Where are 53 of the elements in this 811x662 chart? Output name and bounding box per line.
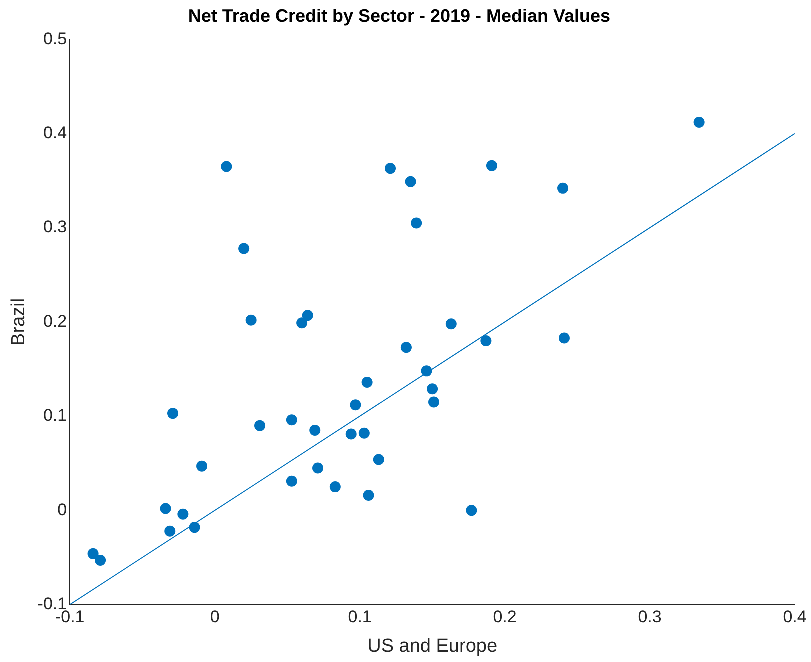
point bbox=[486, 160, 498, 172]
point bbox=[286, 414, 298, 426]
point bbox=[421, 366, 432, 377]
y-tick-label: 0.5 bbox=[43, 29, 68, 48]
x-tick-label: 0.2 bbox=[493, 608, 517, 627]
x-axis-title: US and Europe bbox=[368, 636, 498, 657]
point bbox=[312, 462, 324, 474]
y-tick-label: 0.3 bbox=[43, 218, 68, 237]
point bbox=[480, 336, 492, 347]
point bbox=[358, 428, 370, 439]
y-axis-title: Brazil bbox=[8, 298, 30, 346]
point bbox=[694, 116, 705, 128]
point bbox=[446, 318, 457, 330]
point bbox=[296, 318, 308, 329]
point bbox=[310, 425, 321, 436]
point bbox=[246, 314, 257, 326]
point bbox=[385, 163, 396, 174]
point bbox=[427, 384, 438, 395]
point bbox=[362, 376, 373, 388]
point bbox=[400, 342, 412, 354]
point bbox=[196, 460, 208, 472]
point bbox=[221, 161, 232, 172]
point bbox=[558, 332, 570, 344]
y-tick-label: 0.2 bbox=[43, 312, 68, 331]
point bbox=[428, 396, 440, 408]
point bbox=[160, 503, 172, 514]
point bbox=[405, 176, 416, 188]
point bbox=[189, 522, 200, 534]
x-tick-label: 0.4 bbox=[783, 608, 807, 627]
point bbox=[88, 548, 99, 560]
y-tick-label: 0.4 bbox=[43, 123, 68, 142]
x-tick-label: 0 bbox=[210, 608, 220, 627]
point bbox=[302, 310, 314, 322]
x-tick-label: 0.1 bbox=[348, 608, 372, 627]
point bbox=[350, 400, 362, 411]
point bbox=[168, 408, 179, 420]
point bbox=[346, 428, 357, 440]
point bbox=[363, 490, 374, 502]
y-tick-label: 0.1 bbox=[43, 406, 68, 426]
point bbox=[558, 182, 569, 194]
point bbox=[286, 476, 298, 487]
chart-title: Net Trade Credit by Sector - 2019 - Median Values bbox=[188, 6, 611, 26]
point bbox=[95, 555, 106, 566]
point bbox=[466, 505, 478, 516]
point bbox=[373, 454, 384, 466]
point bbox=[164, 526, 176, 537]
x-tick-label: 0.3 bbox=[638, 608, 662, 627]
y-tick-label: 0 bbox=[58, 500, 68, 520]
point bbox=[238, 243, 250, 254]
point bbox=[178, 508, 189, 520]
point bbox=[411, 218, 422, 229]
point bbox=[330, 482, 341, 493]
point bbox=[254, 420, 266, 432]
